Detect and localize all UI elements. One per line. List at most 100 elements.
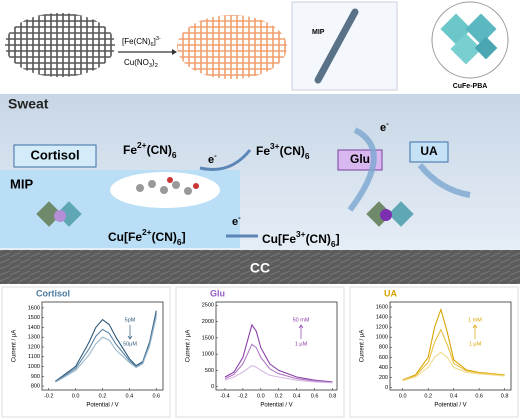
y-tick-label: 1400 bbox=[376, 315, 388, 321]
reagent: [Fe(CN)6]3- bbox=[122, 36, 161, 48]
annotation: 1 mM bbox=[468, 317, 482, 323]
x-tick-label: -0.2 bbox=[238, 393, 247, 399]
y-tick-label: 1500 bbox=[28, 315, 40, 321]
chart-title: Cortisol bbox=[36, 288, 70, 298]
x-tick-label: 0.8 bbox=[329, 393, 337, 399]
y-tick-label: 400 bbox=[379, 365, 388, 371]
annotation: 1 μM bbox=[469, 341, 482, 347]
y-tick-label: 1100 bbox=[28, 354, 40, 360]
reagent: Cu(NO3)2 bbox=[124, 58, 158, 69]
x-tick-label: 0.4 bbox=[126, 393, 134, 399]
glu-label: Glu bbox=[350, 152, 370, 166]
formula: Cu[Fe3+(CN)6] bbox=[262, 229, 340, 249]
ua-box bbox=[409, 141, 449, 163]
x-tick-label: 0.8 bbox=[501, 393, 509, 399]
x-tick-label: 0.0 bbox=[399, 393, 407, 399]
electron: e- bbox=[208, 151, 217, 166]
fiber bbox=[314, 8, 359, 84]
crystal-label: CuFe-PBA bbox=[453, 83, 488, 90]
y-tick-label: 1000 bbox=[28, 364, 40, 370]
molecule bbox=[136, 177, 199, 195]
annotation: 1 μM bbox=[295, 341, 308, 347]
arrow-head bbox=[172, 49, 177, 55]
y-axis-label: Current / μA bbox=[12, 330, 18, 362]
annotation: 50 mM bbox=[293, 317, 310, 323]
x-tick-label: 0.2 bbox=[99, 393, 107, 399]
carbon-cloth bbox=[5, 13, 115, 77]
series-line bbox=[224, 323, 333, 383]
series-line bbox=[224, 343, 333, 384]
y-tick-label: 1000 bbox=[376, 335, 388, 341]
arrow bbox=[417, 163, 471, 198]
y-tick-label: 1300 bbox=[28, 335, 40, 341]
x-tick-label: 0.4 bbox=[450, 393, 458, 399]
y-axis-label: Current / μA bbox=[186, 330, 192, 362]
y-tick-label: 800 bbox=[31, 384, 40, 390]
x-tick-label: -0.2 bbox=[44, 393, 53, 399]
annotation-arrow-head bbox=[472, 324, 478, 329]
series-line bbox=[402, 351, 505, 382]
cortisol-label: Cortisol bbox=[30, 147, 79, 162]
cc-label: CC bbox=[250, 260, 270, 276]
y-tick-label: 900 bbox=[31, 374, 40, 380]
y-tick-label: 1400 bbox=[28, 325, 40, 331]
formula: Cu[Fe2+(CN)6] bbox=[108, 227, 186, 247]
formula: Fe2+(CN)6 bbox=[123, 140, 177, 160]
annotation-arrow-head bbox=[127, 335, 133, 340]
x-tick-label: 0.4 bbox=[293, 393, 301, 399]
chart-title: UA bbox=[384, 288, 397, 298]
x-tick-label: 0.6 bbox=[475, 393, 483, 399]
annotation: 5pM bbox=[125, 317, 136, 323]
chart-panel bbox=[349, 286, 519, 418]
formula: Fe3+(CN)6 bbox=[256, 141, 310, 161]
y-tick-label: 0 bbox=[211, 384, 214, 390]
x-tick-label: 0.0 bbox=[72, 393, 80, 399]
arrow bbox=[199, 149, 252, 171]
series-line bbox=[402, 307, 505, 381]
y-tick-label: 2500 bbox=[202, 303, 214, 309]
plot-frame bbox=[389, 301, 512, 391]
series-line bbox=[55, 316, 157, 383]
x-tick-label: 0.2 bbox=[424, 393, 432, 399]
x-tick-label: -0.4 bbox=[220, 393, 229, 399]
y-tick-label: 500 bbox=[205, 368, 214, 374]
coated-cloth bbox=[177, 15, 287, 79]
x-axis-label: Potential / V bbox=[86, 403, 118, 409]
chart-title: Glu bbox=[210, 288, 225, 298]
y-tick-label: 800 bbox=[379, 345, 388, 351]
y-tick-label: 1200 bbox=[376, 325, 388, 331]
x-tick-label: 0.6 bbox=[152, 393, 160, 399]
x-axis-label: Potential / V bbox=[434, 403, 466, 409]
y-tick-label: 1600 bbox=[28, 305, 40, 311]
cortisol-box bbox=[13, 144, 97, 168]
y-tick-label: 1500 bbox=[202, 335, 214, 341]
y-tick-label: 1200 bbox=[28, 344, 40, 350]
annotation-arrow-head bbox=[298, 324, 304, 329]
annotation: 50μM bbox=[123, 341, 137, 347]
arrow bbox=[347, 127, 377, 212]
x-axis-label: Potential / V bbox=[260, 403, 292, 409]
carbon-cloth-texture bbox=[0, 250, 520, 284]
chart-panel bbox=[175, 286, 345, 418]
y-tick-label: 600 bbox=[379, 355, 388, 361]
series-line bbox=[402, 328, 505, 381]
electron: e- bbox=[232, 213, 241, 228]
plot-frame bbox=[215, 301, 338, 391]
x-tick-label: 0.2 bbox=[275, 393, 283, 399]
y-tick-label: 2000 bbox=[202, 319, 214, 325]
fiber-label: MIP bbox=[312, 29, 325, 36]
x-tick-label: 0.0 bbox=[257, 393, 265, 399]
mip-label: MIP bbox=[10, 176, 33, 191]
y-tick-label: 1000 bbox=[202, 352, 214, 358]
chart-panel bbox=[1, 286, 171, 418]
x-tick-label: 0.6 bbox=[311, 393, 319, 399]
y-tick-label: 1600 bbox=[376, 304, 388, 310]
fiber-panel bbox=[291, 1, 398, 91]
sweat-label: Sweat bbox=[8, 96, 49, 112]
y-axis-label: Current / μA bbox=[360, 330, 366, 362]
series-line bbox=[224, 364, 333, 384]
ua-label: UA bbox=[420, 144, 438, 158]
electron: e- bbox=[380, 119, 389, 134]
y-tick-label: 0 bbox=[385, 385, 388, 391]
